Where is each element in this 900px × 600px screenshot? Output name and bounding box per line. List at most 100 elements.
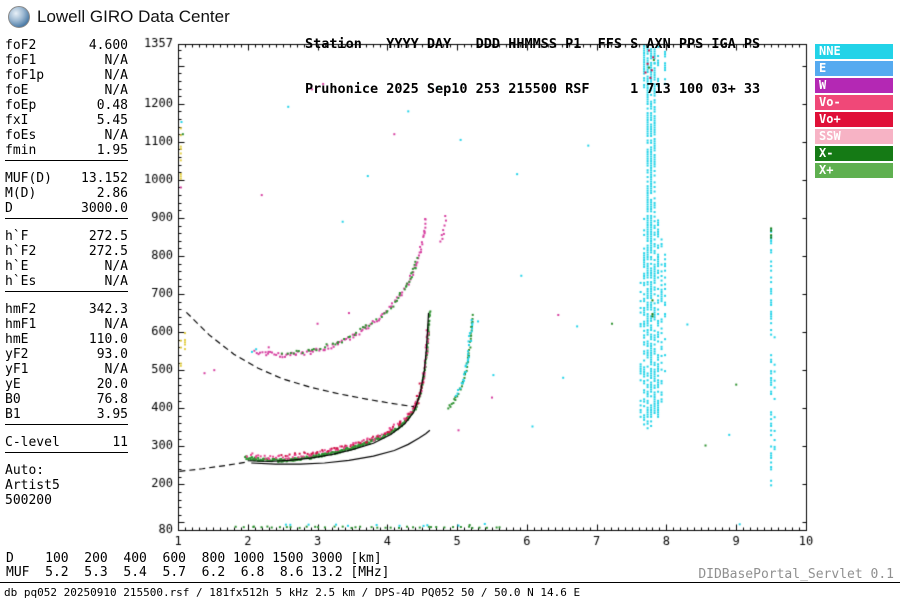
param-row: hmF2 342.3 [5,302,128,317]
param-label: hmF2 [5,302,37,317]
param-value: 0.48 [96,98,128,113]
param-row: hmF1 N/A [5,317,128,332]
param-group: foF2 4.600 foF1 N/A foF1p N/A foE N/A foEp 0.48 fx… [5,38,128,161]
param-label: fxI [5,113,29,128]
param-group: MUF(D) 13.152 M(D) 2.86 D 3000.0 [5,171,128,219]
legend-item-ssw: SSW [815,129,893,144]
param-label: h`F [5,229,29,244]
param-label: B1 [5,407,21,422]
param-row: hmE 110.0 [5,332,128,347]
param-label: foEp [5,98,37,113]
param-row: foE N/A [5,83,128,98]
param-label: foF2 [5,38,37,53]
brand-title: Lowell GIRO Data Center [37,7,230,26]
param-label: yE [5,377,21,392]
param-label: hmF1 [5,317,37,332]
legend-item-x: X- [815,146,893,161]
param-label: foF1 [5,53,37,68]
param-value: N/A [104,128,128,143]
param-label: h`Es [5,274,37,289]
param-label: yF1 [5,362,29,377]
legend-item-e: E [815,61,893,76]
param-label: h`F2 [5,244,37,259]
autoscaling-info: Auto: Artist5 500200 [5,463,128,508]
param-label: h`E [5,259,29,274]
param-group: C-level 11 [5,435,128,453]
param-value: N/A [104,68,128,83]
param-value: 2.86 [96,186,128,201]
param-value: 3000.0 [81,201,128,216]
param-value: 11 [112,435,128,450]
param-label: MUF(D) [5,171,52,186]
autoscaling-line: 500200 [5,493,52,508]
status-bar: db pq052 20250910 215500.rsf / 181fx512h… [0,582,900,599]
station-header-line2: Pruhonice 2025 Sep10 253 215500 RSF 1 71… [305,81,761,97]
param-row: fmin 1.95 [5,143,128,158]
param-value: 4.600 [88,38,128,53]
station-header: Station YYYY DAY DDD HHMMSS P1 FFS S AXN… [305,7,760,112]
param-value: 272.5 [88,229,128,244]
legend-item-w: W [815,78,893,93]
param-row: B1 3.95 [5,407,128,422]
param-value: 13.152 [81,171,128,186]
param-label: B0 [5,392,21,407]
param-label: foF1p [5,68,45,83]
brand: Lowell GIRO Data Center [8,6,230,28]
param-value: 3.95 [96,407,128,422]
giro-globe-icon [8,6,30,28]
param-label: fmin [5,143,37,158]
param-row: fxI 5.45 [5,113,128,128]
param-label: C-level [5,435,60,450]
param-row: foF1 N/A [5,53,128,68]
param-row: MUF(D) 13.152 [5,171,128,186]
param-row: h`F 272.5 [5,229,128,244]
param-value: N/A [104,53,128,68]
servlet-version: DIDBasePortal_Servlet 0.1 [698,567,894,582]
param-row: h`F2 272.5 [5,244,128,259]
param-value: 342.3 [88,302,128,317]
param-label: D [5,201,13,216]
param-value: N/A [104,259,128,274]
param-row: D 3000.0 [5,201,128,216]
param-label: foEs [5,128,37,143]
param-row: h`Es N/A [5,274,128,289]
muf-row: MUF 5.2 5.3 5.4 5.7 6.2 6.8 8.6 13.2 [MH… [6,565,390,580]
param-row: h`E N/A [5,259,128,274]
param-row: C-level 11 [5,435,128,450]
param-row: B0 76.8 [5,392,128,407]
param-value: 76.8 [96,392,128,407]
legend-item-nne: NNE [815,44,893,59]
left-panel: foF2 4.600 foF1 N/A foF1p N/A foE N/A foEp 0.48 fx… [5,38,128,508]
param-value: 93.0 [96,347,128,362]
param-value: N/A [104,362,128,377]
param-group: h`F 272.5 h`F2 272.5 h`E N/A h`Es N/A [5,229,128,292]
param-label: hmE [5,332,29,347]
echo-legend: NNE E W Vo- Vo+ SSW X- X+ [815,44,893,180]
distance-row: D 100 200 400 600 800 1000 1500 3000 [km… [6,551,382,566]
legend-item-x: X+ [815,163,893,178]
station-header-line1: Station YYYY DAY DDD HHMMSS P1 FFS S AXN… [305,36,761,52]
param-value: N/A [104,274,128,289]
param-value: N/A [104,83,128,98]
param-label: yF2 [5,347,29,362]
param-label: M(D) [5,186,37,201]
autoscaling-line: Artist5 [5,478,60,493]
param-row: foEs N/A [5,128,128,143]
param-value: 1.95 [96,143,128,158]
param-row: foF1p N/A [5,68,128,83]
param-row: foF2 4.600 [5,38,128,53]
param-row: yF1 N/A [5,362,128,377]
param-value: 20.0 [96,377,128,392]
autoscaling-line: Auto: [5,463,45,478]
param-value: 272.5 [88,244,128,259]
param-value: N/A [104,317,128,332]
param-label: foE [5,83,29,98]
legend-item-vo: Vo+ [815,112,893,127]
param-group: hmF2 342.3 hmF1 N/A hmE 110.0 yF2 93.0 yF1 N/A yE 2… [5,302,128,425]
param-row: M(D) 2.86 [5,186,128,201]
param-row: foEp 0.48 [5,98,128,113]
param-value: 5.45 [96,113,128,128]
param-value: 110.0 [88,332,128,347]
param-row: yF2 93.0 [5,347,128,362]
